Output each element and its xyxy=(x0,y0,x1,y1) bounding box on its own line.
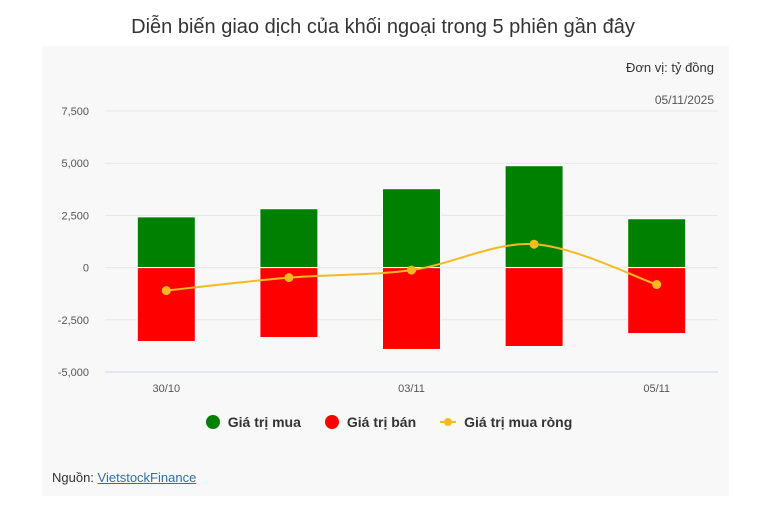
x-tick-label: 03/11 xyxy=(398,383,425,395)
bar-buy xyxy=(504,165,564,269)
y-tick-label: 5,000 xyxy=(61,158,89,170)
legend: Giá trị mua Giá trị bán Giá trị mua ròng xyxy=(0,414,766,430)
bar-buy xyxy=(627,218,687,269)
date-label: 05/11/2025 xyxy=(654,93,714,107)
legend-label: Giá trị mua ròng xyxy=(464,414,573,430)
net-point xyxy=(284,273,294,283)
legend-item-sell[interactable]: Giá trị bán xyxy=(324,414,417,430)
bar-sell xyxy=(504,267,564,348)
net-point xyxy=(161,286,171,296)
chart-title: Diễn biến giao dịch của khối ngoại trong… xyxy=(131,16,635,38)
legend-label: Giá trị mua xyxy=(227,414,301,430)
legend-marker-icon xyxy=(324,415,339,429)
legend-label: Giá trị bán xyxy=(346,414,417,430)
y-tick-label: -2,500 xyxy=(58,315,89,327)
bar-sell xyxy=(382,267,441,350)
bar-buy xyxy=(259,208,319,269)
net-point xyxy=(652,280,662,290)
net-point xyxy=(529,239,539,249)
y-tick-label: -5,000 xyxy=(58,367,89,379)
y-tick-label: 0 xyxy=(83,263,89,275)
y-tick-label: 2,500 xyxy=(61,210,89,222)
x-tick-label: 30/10 xyxy=(153,383,181,395)
x-tick-label: 05/11 xyxy=(643,383,670,395)
net-point xyxy=(407,265,416,275)
legend-item-net[interactable]: Giá trị mua ròng xyxy=(440,414,572,430)
source-link[interactable]: VietstockFinance xyxy=(97,470,197,485)
unit-label: Đơn vị: tỷ đồng xyxy=(625,60,714,75)
legend-line-icon xyxy=(440,417,457,427)
bar-sell xyxy=(627,267,687,335)
legend-item-buy[interactable]: Giá trị mua xyxy=(205,414,301,430)
legend-marker-icon xyxy=(205,415,220,429)
bar-buy xyxy=(136,216,196,269)
y-tick-label: 7,500 xyxy=(61,106,89,118)
source: Nguồn: VietstockFinance xyxy=(52,470,196,485)
bar-sell xyxy=(136,267,196,343)
source-label: Nguồn: xyxy=(52,470,98,485)
bar-buy xyxy=(382,188,441,269)
